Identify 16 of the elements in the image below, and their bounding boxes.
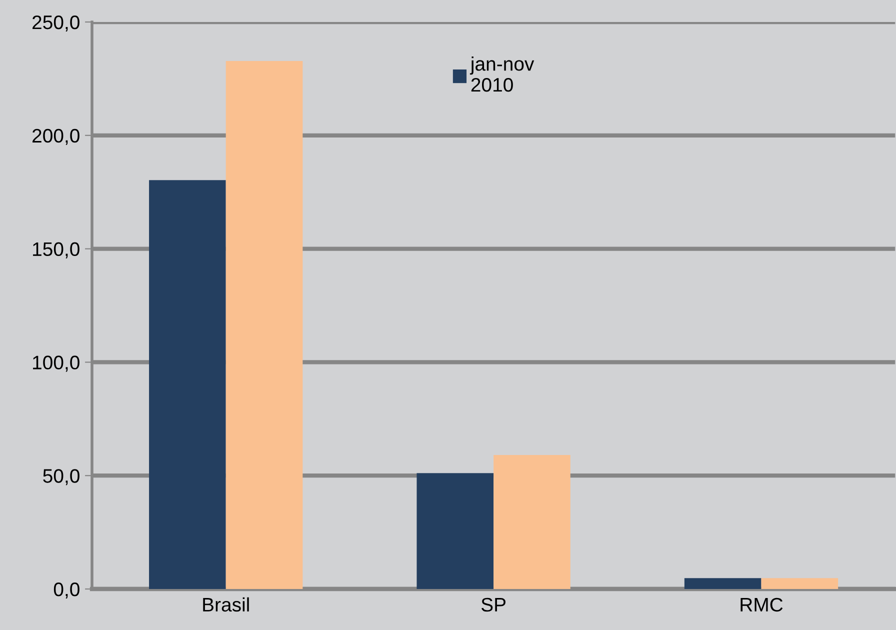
bar xyxy=(494,454,570,589)
bar xyxy=(226,61,303,589)
bar xyxy=(684,578,762,589)
y-tick-label: 250,0 xyxy=(32,15,80,32)
bar xyxy=(416,473,494,589)
y-tick-label: 100,0 xyxy=(33,356,80,372)
legend-label: jan-nov 2010 xyxy=(470,56,534,92)
y-tick-label: 50,0 xyxy=(43,469,80,486)
y-tick-label: 0,0 xyxy=(54,582,80,599)
x-tick-label: SP xyxy=(481,598,506,612)
x-tick-label: Brasil xyxy=(203,597,249,612)
bar xyxy=(149,180,226,589)
bar xyxy=(761,578,838,589)
y-tick-label: 150,0 xyxy=(33,242,80,258)
y-tick-label: 200,0 xyxy=(32,128,80,145)
x-tick-label: RMC xyxy=(740,598,783,612)
